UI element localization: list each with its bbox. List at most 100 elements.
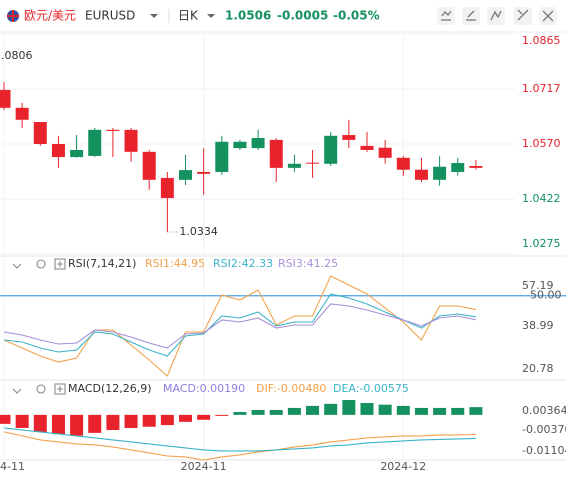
candle-body [378,147,392,158]
candle-body [160,177,174,199]
candle-body [251,138,265,149]
candle-body [306,162,320,164]
add-icon-plus [57,261,63,267]
legend-entry: RSI3:41.25 [278,257,338,270]
y-tick-label: 57.19 [522,279,554,292]
flag-icon [7,10,19,22]
collapse-icon[interactable] [12,263,22,269]
tool-button[interactable] [487,7,505,25]
candle-body [51,144,65,158]
indicator-line [3,303,477,349]
y-tick-label: 20.78 [522,362,554,375]
add-icon[interactable] [54,258,66,270]
symbol[interactable]: EURUSD [85,9,135,23]
histogram-bar [324,403,338,415]
histogram-bar [233,412,247,415]
histogram-bar [106,414,120,430]
settings-icon[interactable] [36,259,46,269]
candle-body [88,129,102,156]
histogram-bar [197,414,211,420]
price-change-pct: -0.05% [333,9,380,23]
histogram-bar [360,403,374,415]
histogram-bar [414,407,428,415]
tool-icon [517,9,529,21]
histogram-bar [33,414,47,433]
histogram-bar [124,414,138,428]
collapse-icon[interactable] [12,388,22,394]
histogram-bar [160,414,174,426]
candle-body [324,135,338,164]
dropdown-arrow[interactable] [207,14,215,18]
settings-icon[interactable] [36,384,46,394]
candle-body [469,166,483,168]
histogram-bar [469,407,483,415]
legend-entry: MACD:0.00190 [163,382,245,395]
tool-button[interactable] [437,7,455,25]
histogram-bar [269,409,283,415]
x-tick-label: 2024-11 [181,460,227,473]
histogram-bar [88,414,102,433]
last-price: 1.0506 [225,9,271,23]
y-tick-label: 1.0570 [522,137,561,150]
y-tick-label: -0.01104 [522,444,566,457]
legend-entry: RSI1:44.95 [145,257,205,270]
candle-body [269,139,283,168]
indicator-line [3,427,476,452]
histogram-bar [179,414,192,422]
tool-icon [441,10,452,21]
candle-body [342,135,356,140]
histogram-bar [342,400,356,415]
candle-body [15,107,29,120]
histogram-bar [142,414,156,427]
tool-icon [542,10,554,22]
tool-button[interactable] [514,7,532,25]
period[interactable]: 日K [178,9,199,23]
tool-button[interactable] [462,7,480,25]
y-tick-label: 38.99 [522,319,554,332]
candle-body [414,169,428,180]
candle-body [179,170,192,180]
histogram-bar [51,414,65,435]
histogram-bar [0,414,11,424]
candle-body [215,141,229,172]
indicator-line [3,293,476,357]
histogram-bar [15,414,29,428]
histogram-bar [378,404,392,415]
y-tick-label: 1.0422 [522,192,561,205]
candle-body [233,141,247,149]
histogram-bar [70,414,84,436]
candle-body [433,166,447,180]
indicator-line [3,431,476,461]
reference-label: 50.00 [530,289,562,302]
y-tick-label: -0.00370 [522,423,566,436]
price-change: -0.0005 [277,9,328,23]
candle-body [33,122,47,144]
low-annotation: 1.0334 [179,225,218,238]
tool-icon [466,10,476,21]
tool-icon [490,10,502,21]
legend-entry: DIF:-0.00480 [256,382,326,395]
pair-name[interactable]: 欧元/美元 [24,9,76,23]
histogram-bar [215,414,229,416]
candle-body [396,157,410,170]
candle-body [142,151,156,180]
y-tick-label: 1.0717 [522,82,561,95]
candle-body [106,129,120,131]
indicator-title: MACD(12,26,9) [68,382,152,395]
candle-body [197,171,211,174]
add-icon[interactable] [54,383,66,395]
candle-body [287,163,301,168]
y-tick-label: 1.0275 [522,237,561,250]
indicator-title: RSI(7,14,21) [68,257,136,270]
legend-entry: RSI2:42.33 [213,257,273,270]
histogram-bar [433,407,447,415]
histogram-bar [451,407,465,415]
y-tick-label: 0.00364 [522,404,566,417]
y-tick-label: 1.0865 [522,34,561,47]
candle-body [70,149,84,158]
dropdown-arrow[interactable] [150,14,158,18]
candle-body [360,145,374,150]
candle-body [124,129,138,152]
